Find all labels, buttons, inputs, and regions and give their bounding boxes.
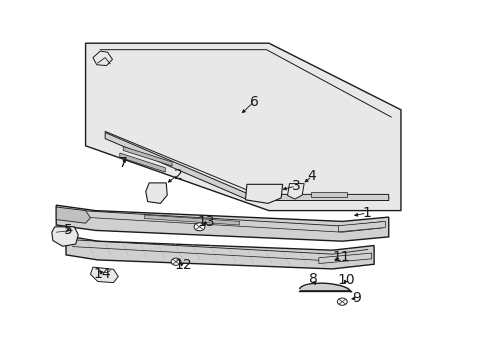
- Polygon shape: [85, 43, 400, 211]
- Polygon shape: [310, 192, 346, 197]
- Polygon shape: [105, 132, 388, 201]
- Polygon shape: [120, 153, 165, 172]
- Polygon shape: [145, 183, 167, 203]
- Text: 11: 11: [332, 251, 349, 264]
- Text: 5: 5: [64, 223, 73, 237]
- Polygon shape: [66, 236, 373, 269]
- Polygon shape: [93, 51, 112, 66]
- Text: 2: 2: [174, 168, 183, 181]
- Text: 10: 10: [337, 273, 354, 287]
- Text: 1: 1: [362, 206, 370, 220]
- Text: 8: 8: [308, 272, 317, 286]
- Text: 7: 7: [119, 156, 127, 170]
- Polygon shape: [56, 207, 90, 223]
- Polygon shape: [144, 215, 239, 225]
- Text: 9: 9: [352, 291, 361, 305]
- Polygon shape: [245, 184, 282, 203]
- Polygon shape: [52, 227, 78, 246]
- Polygon shape: [123, 147, 172, 166]
- Polygon shape: [318, 253, 371, 264]
- Polygon shape: [338, 221, 385, 232]
- Polygon shape: [90, 267, 118, 283]
- Circle shape: [171, 258, 181, 265]
- Polygon shape: [56, 205, 388, 241]
- Text: 3: 3: [291, 179, 300, 193]
- Polygon shape: [299, 284, 350, 291]
- Circle shape: [337, 298, 346, 305]
- Polygon shape: [287, 184, 304, 199]
- Text: 12: 12: [174, 258, 192, 272]
- Circle shape: [194, 223, 204, 231]
- Text: 4: 4: [307, 170, 316, 183]
- Text: 14: 14: [94, 267, 111, 280]
- Text: 13: 13: [197, 216, 215, 229]
- Text: 6: 6: [249, 95, 258, 108]
